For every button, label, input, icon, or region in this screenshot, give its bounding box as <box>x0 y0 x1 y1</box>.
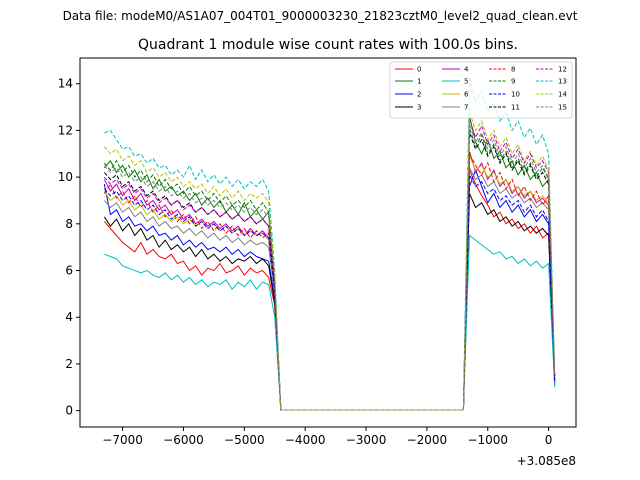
legend-box <box>389 61 573 119</box>
legend-label-2: 2 <box>417 91 421 99</box>
x-axis: −7000 −6000 −5000 −4000 −3000 −2000 −1000 0 <box>102 427 552 447</box>
x-tick-label: −2000 <box>407 433 448 447</box>
series-line-8 <box>103 153 556 411</box>
series-line-1 <box>103 116 556 411</box>
y-tick-label: 4 <box>65 310 73 324</box>
series-line-3 <box>103 193 556 411</box>
legend-label-10: 10 <box>511 91 520 99</box>
x-tick-label: −6000 <box>163 433 204 447</box>
legend-label-9: 9 <box>511 78 515 86</box>
legend-label-14: 14 <box>558 91 567 99</box>
y-tick-label: 0 <box>65 404 73 418</box>
plot-frame <box>79 57 577 428</box>
series-line-15 <box>103 123 556 411</box>
series-line-4 <box>103 151 556 411</box>
legend-label-15: 15 <box>558 104 567 112</box>
x-tick-label: 0 <box>545 433 553 447</box>
series-line-14 <box>103 111 556 411</box>
y-tick-label: 14 <box>58 77 73 91</box>
x-tick-label: −7000 <box>102 433 143 447</box>
legend-label-7: 7 <box>464 104 468 112</box>
chart-title: Quadrant 1 module wise count rates with … <box>138 37 518 53</box>
plot-lines <box>103 76 556 411</box>
legend-label-3: 3 <box>417 104 421 112</box>
x-tick-label: −1000 <box>467 433 508 447</box>
x-tick-label: −3000 <box>346 433 387 447</box>
series-line-9 <box>103 127 556 411</box>
legend-label-11: 11 <box>511 104 520 112</box>
series-line-5 <box>104 234 556 411</box>
y-tick-label: 12 <box>58 123 73 137</box>
series-line-12 <box>103 118 556 411</box>
legend-label-5: 5 <box>464 78 468 86</box>
x-tick-label: −4000 <box>285 433 326 447</box>
x-offset-label: +3.085e8 <box>517 454 576 468</box>
figure-suptitle: Data file: modeM0/AS1A07_004T01_90000032… <box>63 9 578 23</box>
legend-label-13: 13 <box>558 78 567 86</box>
legend-label-6: 6 <box>464 91 469 99</box>
y-axis: 0 2 4 6 8 10 12 14 <box>58 77 80 418</box>
legend-label-12: 12 <box>558 66 567 74</box>
legend-label-1: 1 <box>417 78 421 86</box>
legend-label-0: 0 <box>417 66 421 74</box>
legend-label-8: 8 <box>511 66 515 74</box>
y-tick-label: 10 <box>58 170 73 184</box>
legend-label-4: 4 <box>464 66 469 74</box>
series-line-7 <box>103 165 556 411</box>
series-line-13 <box>104 76 556 411</box>
y-tick-label: 6 <box>65 264 73 278</box>
x-tick-label: −5000 <box>224 433 265 447</box>
y-tick-label: 8 <box>65 217 73 231</box>
y-tick-label: 2 <box>65 357 73 371</box>
series-line-10 <box>103 172 556 411</box>
series-line-2 <box>103 168 556 411</box>
